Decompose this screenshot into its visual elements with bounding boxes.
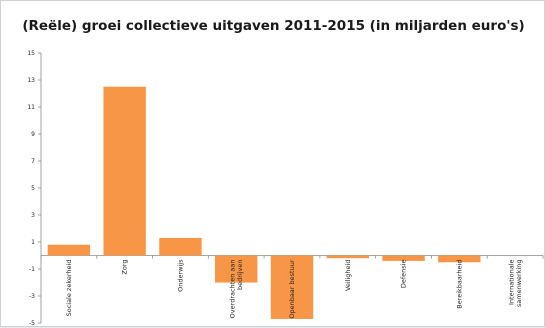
category-label-line: Overdrachten aan: [228, 260, 236, 319]
bars: [47, 86, 481, 319]
y-tick-label: 15: [27, 50, 35, 57]
y-tick-label: 5: [31, 185, 35, 192]
category-label: Defensie: [400, 260, 408, 289]
y-tick-label: 1: [31, 239, 35, 246]
bar: [103, 86, 146, 256]
y-tick-label: 7: [31, 158, 35, 165]
bar: [270, 255, 314, 319]
category-label-line: bedrijven: [236, 260, 244, 291]
category-labels: Sociale zekerheid Zorg Onderwijs Overdracht…: [65, 259, 523, 319]
category-label: Onderwijs: [176, 259, 184, 292]
bar: [47, 244, 91, 256]
bar: [159, 237, 202, 256]
category-label-line: Sociale zekerheid: [65, 260, 73, 317]
y-tick-label: 11: [27, 104, 35, 111]
chart-title: (Reële) groei collectieve uitgaven 2011-…: [22, 18, 525, 34]
category-label-line: Openbaar bestuur: [288, 259, 296, 318]
category-label: Internationale samenwerking: [507, 259, 523, 307]
y-tick-label: 9: [31, 131, 35, 138]
category-label-line: Veiligheid: [344, 260, 352, 292]
y-tick-label: -3: [29, 293, 35, 300]
category-label-line: Internationale: [507, 259, 515, 304]
category-label: Veiligheid: [344, 260, 352, 292]
category-label: Sociale zekerheid: [65, 260, 73, 317]
y-axis: 15 13 11 9 7 5 3 1 -1 -3 -5: [27, 50, 42, 327]
bar: [326, 255, 369, 259]
bar: [438, 255, 481, 263]
y-tick-label: 3: [31, 212, 35, 219]
category-label-line: samenwerking: [515, 260, 523, 308]
y-tick-label: -5: [29, 320, 35, 327]
category-label-line: Onderwijs: [176, 259, 184, 292]
category-label: Openbaar bestuur: [288, 259, 296, 318]
y-tick-label: 13: [27, 77, 35, 84]
category-label: Bereikbaarheid: [455, 260, 463, 309]
bar: [215, 255, 258, 283]
category-label-line: Defensie: [400, 260, 408, 289]
bar: [382, 255, 425, 261]
category-label: Zorg: [121, 260, 129, 275]
category-label-line: Zorg: [121, 260, 129, 275]
category-label-line: Bereikbaarheid: [455, 260, 463, 309]
y-tick-label: -1: [29, 266, 35, 273]
category-label: Overdrachten aan bedrijven: [228, 260, 244, 319]
